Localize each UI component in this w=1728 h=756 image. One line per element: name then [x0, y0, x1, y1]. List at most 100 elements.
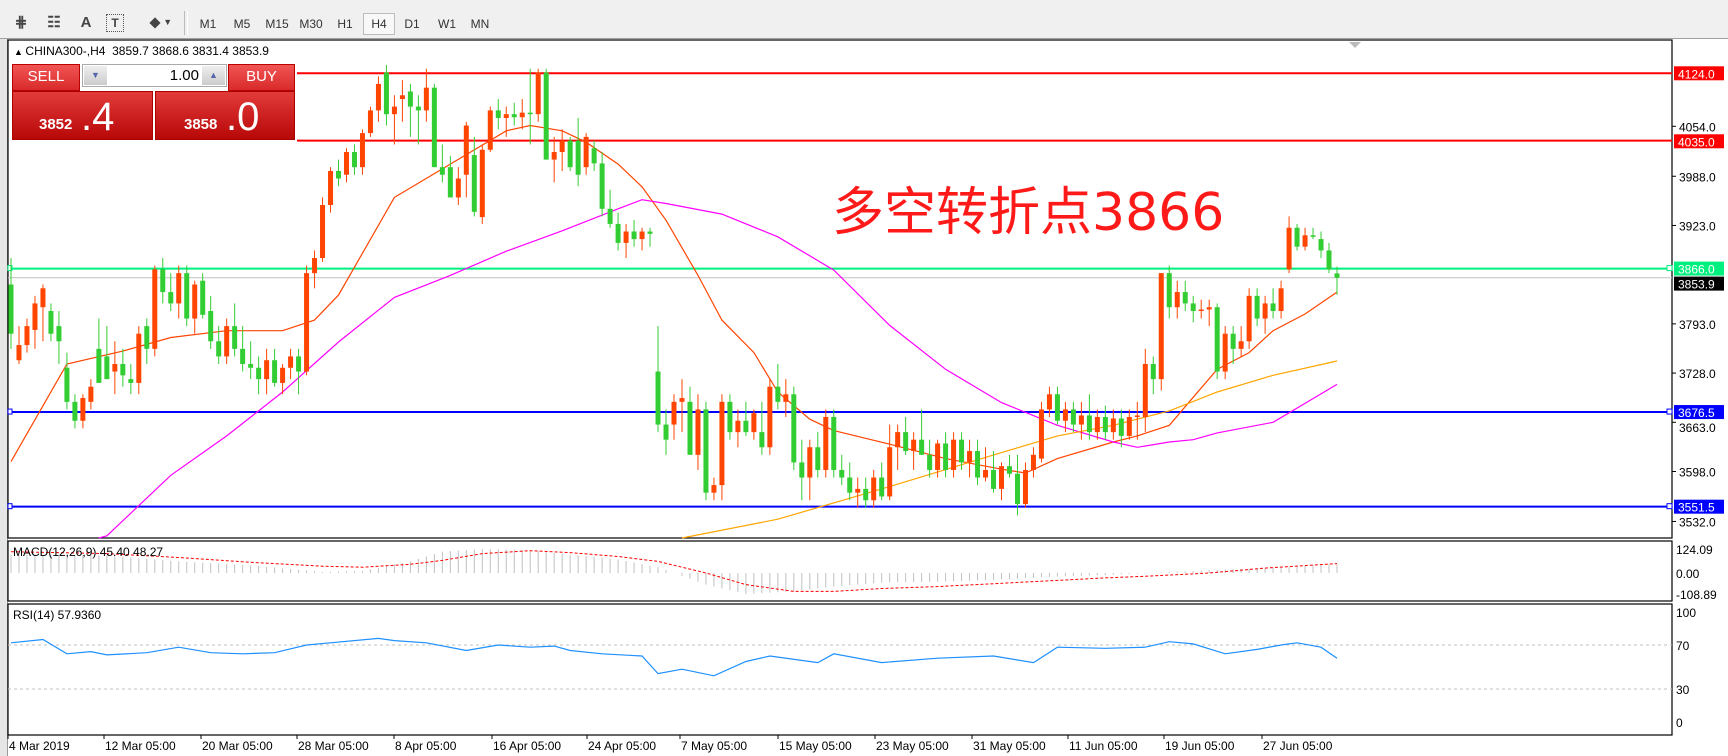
price-tick-label: 3923.0 [1679, 219, 1716, 233]
candle-body [1230, 333, 1236, 349]
candle-body [455, 178, 461, 198]
timeframe-m1[interactable]: M1 [199, 17, 217, 31]
candle-body [727, 401, 733, 433]
chart-annotation-text[interactable]: 多空转折点3866 [832, 183, 1225, 243]
candle-body [1126, 416, 1132, 436]
candle-body [871, 477, 877, 501]
candle-body [1014, 473, 1020, 505]
candle-body [1118, 418, 1124, 436]
candle-body [807, 447, 813, 478]
candle-body [1262, 303, 1268, 319]
text-label-icon[interactable]: T [106, 14, 124, 32]
candle-body [775, 386, 781, 402]
candle-body [328, 170, 334, 206]
candle-body [415, 106, 421, 111]
candle-body [343, 152, 349, 175]
candle-body [1334, 273, 1340, 278]
candle-body [959, 439, 965, 463]
candle-body [951, 439, 957, 470]
sell-price-button[interactable]: 3852 .4 [12, 91, 153, 140]
arrows-dropdown-icon[interactable]: ⬥ ▼ [143, 10, 179, 34]
lot-decrease-icon[interactable]: ▼ [84, 66, 107, 85]
level-handle-icon [7, 408, 13, 415]
candle-body [935, 443, 941, 470]
ma-mid-line [98, 199, 1338, 539]
timeframe-m15[interactable]: M15 [265, 17, 289, 31]
candle-body [1278, 288, 1284, 311]
timeframe-w1[interactable]: W1 [438, 17, 456, 31]
candle-body [527, 112, 533, 115]
candle-body [56, 326, 62, 342]
date-label: 8 Apr 05:00 [395, 739, 457, 753]
price-tick-label: 3598.0 [1679, 465, 1716, 479]
candle-body [847, 477, 853, 493]
chart-shift-marker-icon[interactable] [1349, 42, 1361, 48]
price-tag [1674, 499, 1724, 514]
lot-increase-icon[interactable]: ▲ [202, 66, 225, 85]
candle-body [695, 409, 701, 455]
candle-body [256, 367, 262, 380]
text-icon[interactable]: A [80, 13, 92, 31]
candle-body [719, 401, 725, 486]
candle-body [567, 140, 573, 168]
candle-body [1094, 416, 1100, 433]
rsi-pane [7, 603, 1673, 736]
candle-body [72, 401, 78, 421]
fibonacci-fan-icon[interactable]: ☷ [47, 14, 61, 31]
candle-body [1030, 454, 1036, 470]
fibonacci-expansion-icon[interactable]: ⋕ [14, 14, 28, 31]
candle-body [735, 420, 741, 433]
candle-body [551, 152, 557, 160]
candle-body [407, 91, 413, 107]
candle-body [320, 205, 326, 259]
candle-body [439, 167, 445, 175]
bar-open: 3859.7 [112, 44, 149, 58]
timeframe-h1[interactable]: H1 [337, 17, 353, 31]
lot-size-value[interactable]: 1.00 [169, 67, 199, 84]
candle-body [991, 469, 997, 489]
candle-body [375, 83, 381, 111]
candle-body [655, 371, 661, 425]
candle-body [759, 432, 765, 448]
candle-body [631, 231, 637, 240]
candle-body [503, 114, 509, 118]
candle-body [463, 125, 469, 175]
macd-signal-line [10, 550, 1338, 592]
candle-body [431, 87, 437, 168]
timeframe-h4[interactable]: H4 [363, 13, 395, 35]
candle-body [607, 208, 613, 224]
candle-body [1190, 303, 1196, 311]
collapse-triangle-icon[interactable]: ▲ [14, 47, 26, 57]
candle-body [280, 367, 286, 383]
candle-body [1078, 415, 1084, 425]
sell-button[interactable]: SELL [12, 64, 80, 91]
candle-body [839, 469, 845, 478]
candle-body [216, 341, 222, 357]
candle-body [583, 136, 589, 168]
candle-body [967, 451, 973, 463]
date-label: 31 May 05:00 [973, 739, 1046, 753]
lot-size-field[interactable]: ▼ 1.00 ▲ [82, 64, 227, 87]
timeframe-d1[interactable]: D1 [404, 17, 420, 31]
candle-body [64, 367, 70, 402]
candle-body [200, 280, 206, 315]
candle-body [639, 231, 645, 240]
buy-price-main: 3858 [184, 116, 218, 133]
timeframe-m30[interactable]: M30 [299, 17, 323, 31]
candle-body [687, 401, 693, 455]
candle-body [1238, 341, 1244, 349]
candle-body [80, 398, 86, 421]
buy-button[interactable]: BUY [228, 64, 295, 91]
bar-low: 3831.4 [192, 44, 229, 58]
candle-body [511, 114, 517, 118]
candle-body [296, 356, 302, 372]
candle-body [1214, 307, 1220, 372]
symbol-name: CHINA300-,H4 [25, 44, 106, 58]
candle-body [447, 167, 453, 198]
candle-body [887, 447, 893, 497]
timeframe-mn[interactable]: MN [470, 17, 490, 31]
candle-body [703, 409, 709, 493]
timeframe-m5[interactable]: M5 [233, 17, 251, 31]
macd-tick-label: -108.89 [1676, 588, 1717, 602]
buy-price-button[interactable]: 3858 .0 [155, 91, 295, 140]
